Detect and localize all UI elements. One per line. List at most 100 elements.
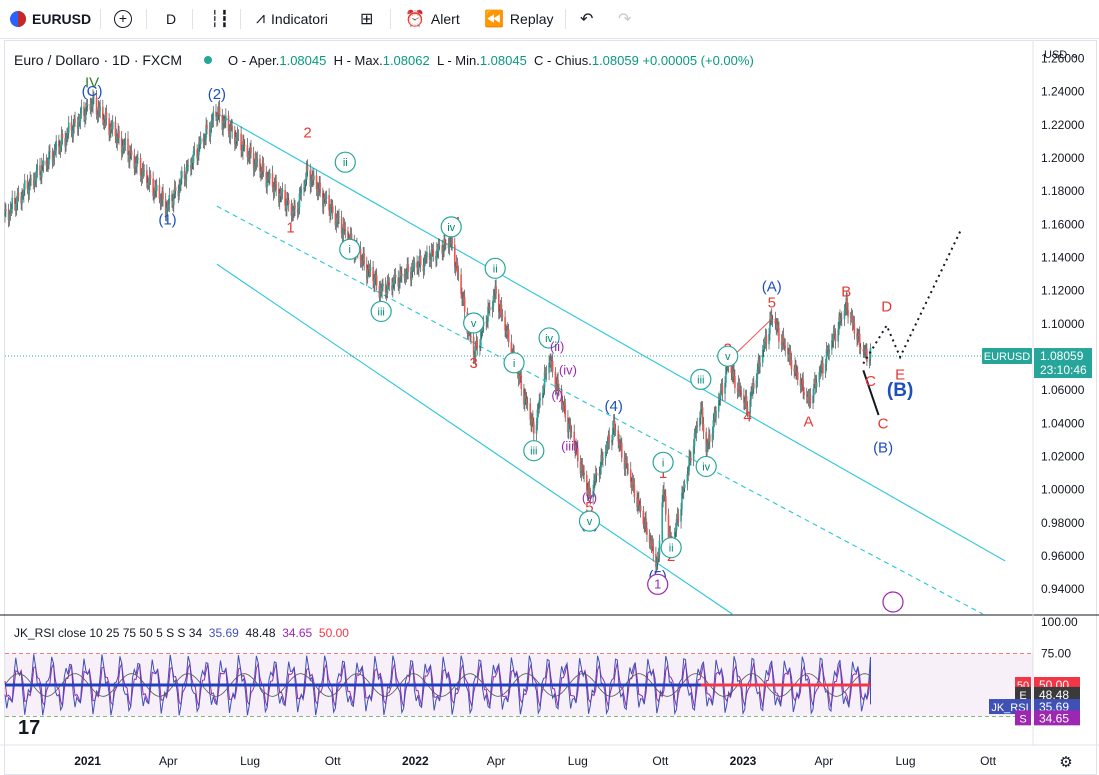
wave-circle (463, 312, 485, 334)
price-tick-label: 1.04000 (1041, 416, 1085, 430)
candle-body (556, 379, 558, 385)
candle-body (445, 243, 447, 245)
candle-body (137, 157, 139, 160)
candle-body (185, 167, 188, 182)
candle-body (223, 121, 225, 123)
candle-body (300, 188, 303, 195)
candle-body (413, 262, 416, 268)
price-tick-label: 0.98000 (1041, 516, 1085, 530)
wave-circle-label: i (662, 457, 664, 469)
candles-group (4, 89, 872, 574)
candle-body (510, 341, 513, 360)
candle-body (690, 457, 692, 461)
candle-body (252, 152, 255, 170)
candle-body (322, 192, 324, 208)
wave-label: A (804, 414, 814, 431)
candle-body (294, 205, 296, 209)
candle-body (454, 244, 456, 269)
candle-body (273, 184, 276, 194)
replay-button[interactable]: ⏪ Replay (484, 0, 554, 38)
candle-body (344, 229, 347, 232)
channel-upper-line (216, 112, 1006, 562)
price-tick-label: 1.00000 (1041, 483, 1085, 497)
candle-body (141, 168, 144, 179)
indicators-button[interactable]: ⩘ Indicatori (256, 0, 328, 38)
candle-body (216, 113, 219, 120)
candle-body (677, 514, 680, 522)
candle-body (442, 252, 444, 254)
candle-body (291, 210, 294, 216)
candle-body (93, 96, 95, 98)
candle-body (561, 403, 564, 406)
candle-body (293, 205, 295, 214)
candle-body (863, 350, 866, 352)
candle-body (683, 483, 686, 489)
wave-circle (523, 440, 545, 462)
candle-body (312, 175, 314, 181)
candle-body (568, 423, 570, 433)
replay-label: Replay (509, 11, 554, 27)
chart-type-button[interactable]: ┆┇ (210, 0, 235, 38)
candle-body (153, 193, 155, 197)
candle-body (712, 419, 715, 434)
candle-body (828, 349, 830, 354)
candle-body (657, 554, 660, 559)
candle-body (545, 372, 548, 374)
candle-body (480, 331, 483, 332)
candle-body (724, 382, 726, 394)
candle-body (715, 411, 717, 418)
wave-label: 4 (743, 409, 751, 426)
candle-body (770, 315, 772, 320)
gear-icon[interactable]: ⚙ (1059, 754, 1072, 771)
alert-button[interactable]: ⏰ Alert (405, 0, 460, 38)
wave-circle (503, 352, 525, 374)
candle-body (96, 114, 99, 117)
candle-body (637, 498, 639, 507)
candle-body (750, 390, 752, 400)
candle-body (64, 138, 66, 147)
candle-body (221, 115, 224, 130)
candle-body (504, 317, 506, 331)
candle-body (279, 193, 282, 197)
candle-body (139, 157, 142, 176)
layouts-button[interactable]: ⊞ (360, 0, 379, 38)
candle-body (168, 194, 171, 205)
candle-body (604, 451, 607, 459)
candle-body (134, 162, 136, 169)
rsi-badge-tag (989, 699, 1031, 715)
candle-body (206, 124, 208, 129)
candle-body (108, 118, 110, 136)
time-tick-label: Apr (487, 754, 506, 768)
subwave-label: (v) (582, 490, 597, 505)
compare-button[interactable]: + (114, 0, 132, 38)
candle-body (229, 126, 232, 138)
candle-body (392, 282, 395, 284)
price-tick-label: 1.18000 (1041, 184, 1085, 198)
candle-body (821, 363, 823, 367)
candle-body (426, 252, 428, 258)
candle-body (324, 198, 327, 200)
candle-body (803, 391, 805, 396)
rsi-legend-text: JK_RSI close 10 25 75 50 5 S S 34 (14, 626, 203, 640)
candle-body (859, 347, 862, 350)
undo-button[interactable]: ↶ (580, 0, 599, 38)
candle-body (585, 475, 588, 491)
symbol-search[interactable]: EURUSD (10, 0, 91, 38)
candle-body (621, 442, 623, 458)
interval-button[interactable]: D (166, 0, 176, 38)
candle-body (529, 403, 532, 420)
candle-body (538, 400, 541, 410)
wave-circle-label: iv (447, 222, 455, 234)
redo-button[interactable]: ↷ (618, 0, 637, 38)
candle-body (599, 467, 602, 474)
candle-body (493, 295, 496, 297)
time-tick-label: Ott (652, 754, 669, 768)
candle-body (486, 321, 488, 323)
candle-body (199, 138, 202, 145)
candle-body (217, 106, 220, 114)
candle-body (281, 189, 284, 193)
wave-label: E (895, 366, 905, 383)
candle-body (470, 336, 472, 338)
chart-legend: Euro / Dollaro · 1D · FXCM O - Aper. 1.08… (14, 52, 754, 68)
